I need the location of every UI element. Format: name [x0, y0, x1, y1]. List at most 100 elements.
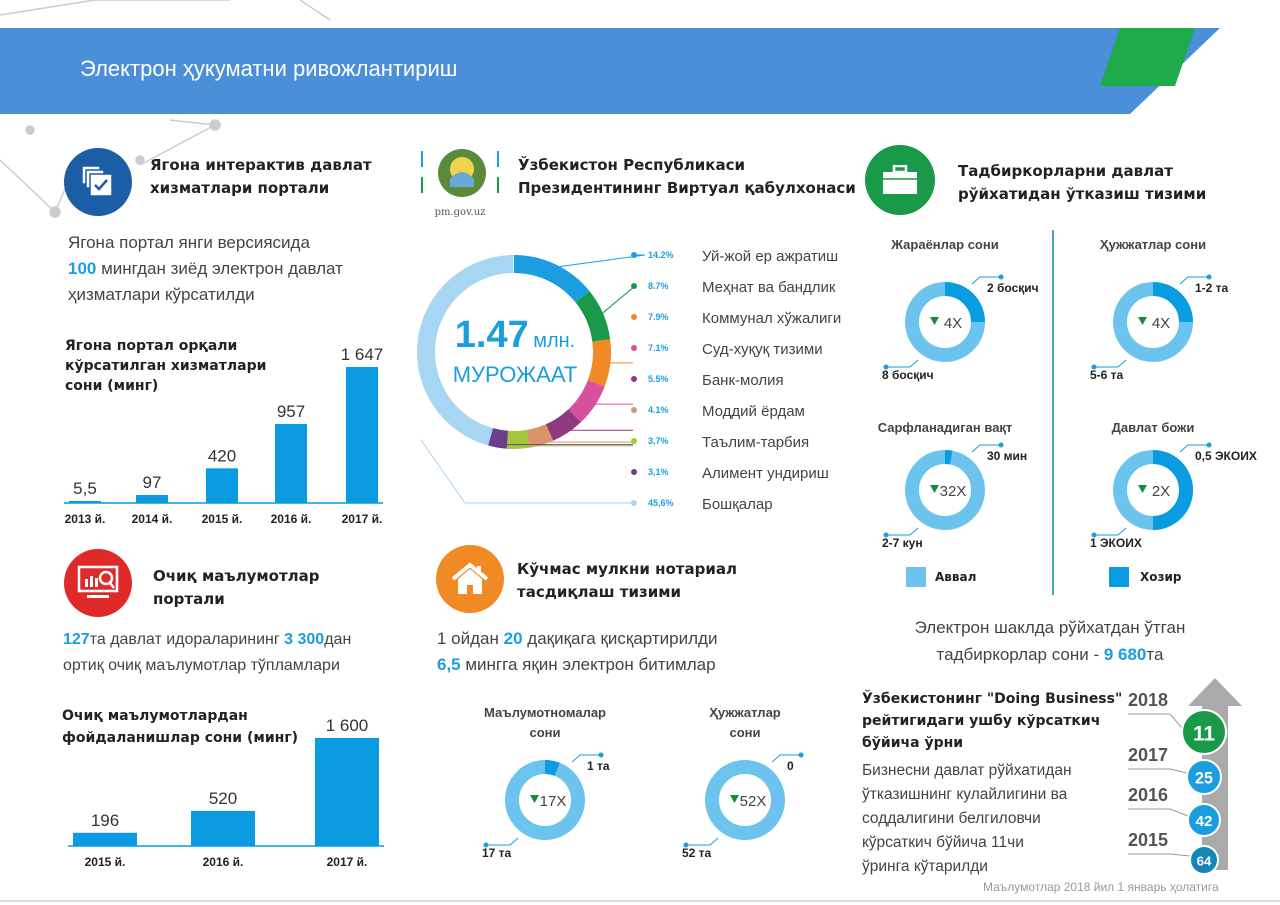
page-title: Электрон ҳукуматни ривожлантириш	[80, 56, 458, 81]
header-band	[0, 28, 1220, 114]
legend-label: Уй-жой ер ажратиш	[702, 248, 838, 265]
leader-line	[1095, 527, 1127, 536]
bar2-title-line2: фойдаланишлар сони (минг)	[62, 730, 299, 746]
legend-dot	[631, 438, 637, 444]
bar-category-label: 2015 й.	[202, 512, 243, 526]
donut-title: Жараёнлар сони	[890, 237, 998, 252]
leader-dot	[683, 842, 689, 848]
db-desc-1: Бизнесни давлат рўйхатидан	[862, 762, 1072, 779]
db-desc-3: соддалигини белгиловчи	[862, 810, 1041, 827]
legend-label: Бошқалар	[702, 496, 773, 513]
notary-l2b: мингга яқин электрон битимлар	[460, 655, 716, 674]
leader-dot	[1091, 532, 1097, 538]
bar-category-label: 2015 й.	[85, 855, 126, 869]
bar	[191, 810, 255, 846]
legend-percent: 3,7%	[648, 436, 669, 446]
db-desc-5: ўринга кўтарилди	[862, 858, 988, 875]
down-arrow-icon	[930, 485, 939, 493]
leader-line	[771, 754, 800, 763]
legend-label: Моддий ёрдам	[702, 403, 805, 420]
leader-dot	[483, 842, 489, 848]
leader-line	[687, 837, 719, 846]
down-arrow-icon	[530, 795, 539, 803]
leader-dot	[883, 532, 889, 538]
legend-label: Банк-молия	[702, 372, 784, 389]
legend-dot	[631, 469, 637, 475]
bar-category-label: 2014 й.	[132, 512, 173, 526]
donut-segment	[417, 255, 514, 446]
leader-dot	[798, 752, 804, 758]
total-appeals-value: 1.47	[454, 314, 529, 356]
logo-caption: pm.gov.uz	[434, 207, 486, 218]
leader-line	[887, 359, 919, 368]
donut-after-segment	[1152, 450, 1193, 530]
rank-year: 2016	[1128, 785, 1168, 805]
notary-l1-hl: 20	[503, 629, 523, 648]
total-appeals-unit: млн.	[533, 330, 576, 352]
before-value-label: 2-7 кун	[882, 536, 923, 550]
after-value-label: 30 мин	[987, 449, 1027, 463]
reduction-label: 4X	[944, 315, 962, 332]
down-arrow-icon	[930, 317, 939, 325]
donut-segment	[513, 255, 590, 303]
legend-label: Меҳнат ва бандлик	[702, 279, 836, 296]
legend-dot	[631, 314, 637, 320]
bar1-title-line3: сони (минг)	[65, 378, 159, 394]
db-desc-2: ўтказишнинг кулайлигини ва	[862, 786, 1068, 803]
legend-dot	[631, 407, 637, 413]
donut-title: Ҳужжатлар сони	[1100, 237, 1206, 252]
registered-line2: тадбиркорлар сони -	[936, 645, 1104, 664]
appeals-donut-chart: 14.2% Уй-жой ер ажратиш 8.7% Меҳнат ва банд…	[417, 248, 841, 513]
bar1-title-line1: Ягона портал орқали	[65, 338, 238, 354]
portal-text-line3: ҳизматлари кўрсатилди	[68, 285, 255, 304]
bar-value-label: 520	[209, 789, 237, 808]
donut-title: сони	[529, 725, 560, 740]
house-icon	[436, 545, 504, 613]
leader-dot	[883, 364, 889, 370]
leader-line	[1095, 359, 1127, 368]
donut-segment	[526, 424, 554, 448]
after-value-label: 2 босқич	[987, 281, 1039, 295]
donut-before-ring	[705, 760, 785, 840]
bar	[136, 494, 168, 503]
rank-year: 2017	[1128, 745, 1168, 765]
legend-dot	[631, 283, 637, 289]
footer-note: Маълумотлар 2018 йил 1 январь ҳолатига	[983, 880, 1219, 894]
donut-segment	[545, 409, 581, 441]
notary-l1a: 1 ойдан	[437, 629, 504, 648]
registered-line1: Электрон шаклда рўйхатдан ўтган	[914, 618, 1186, 637]
after-value-label: 1 та	[587, 759, 610, 773]
donut-segment	[506, 429, 530, 449]
monitor-search-icon	[64, 549, 132, 617]
leader-dot	[998, 274, 1004, 280]
before-value-label: 1 ЭКОИХ	[1090, 536, 1142, 550]
rank-badge	[1186, 759, 1222, 795]
donut-title: Ҳужжатлар	[709, 705, 781, 720]
before-value-label: 17 та	[482, 846, 512, 860]
donut-title: сони	[729, 725, 760, 740]
bar-value-label: 196	[91, 811, 119, 830]
registered-suffix: та	[1146, 645, 1164, 664]
portal-text-line2: мингдан зиёд электрон давлат	[96, 259, 343, 278]
legend-dot	[631, 500, 637, 506]
bar-value-label: 5,5	[73, 479, 97, 498]
bar-category-label: 2016 й.	[203, 855, 244, 869]
bar	[315, 738, 379, 846]
bar-value-label: 97	[143, 473, 162, 492]
bar-value-label: 1 647	[341, 345, 384, 364]
leader-line	[487, 837, 519, 846]
portal-text-line1: Ягона портал янги версиясида	[68, 233, 310, 252]
section-divider	[1052, 230, 1054, 595]
rank-leader-line	[1128, 713, 1183, 729]
before-value-label: 5-6 та	[1090, 368, 1124, 382]
business-title-line1: Тадбиркорларни давлат	[958, 162, 1173, 180]
rank-badge	[1187, 803, 1221, 837]
legend-label: Суд-хуқуқ тизими	[702, 341, 823, 358]
db-title-line1: Ўзбекистонинг "Doing Business"	[862, 691, 1123, 707]
leader-dot	[1091, 364, 1097, 370]
rank-badge	[1181, 709, 1227, 755]
donut-title: Давлат божи	[1112, 420, 1195, 435]
bar-value-label: 957	[277, 402, 305, 421]
bar-category-label: 2016 й.	[271, 512, 312, 526]
rank-leader-line	[1128, 808, 1189, 817]
